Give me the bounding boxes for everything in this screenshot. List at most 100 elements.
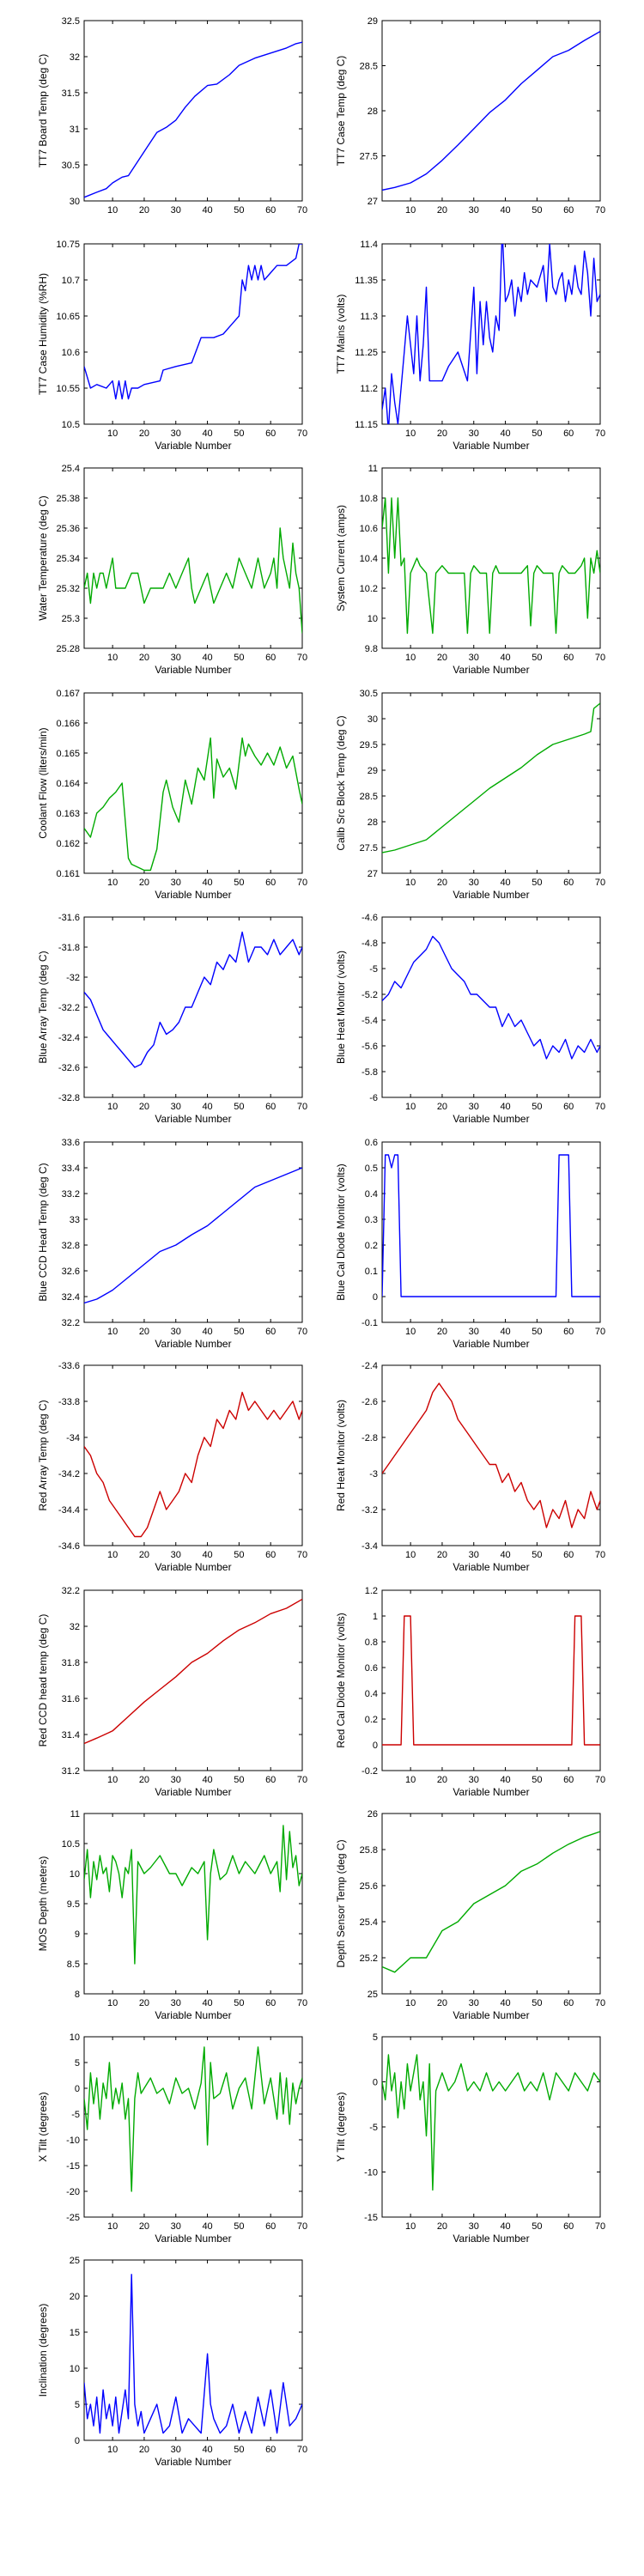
y-axis-label: Inclination (degrees) — [37, 2304, 49, 2397]
y-tick-label: -5 — [369, 964, 378, 975]
y-tick-label: -3.2 — [361, 1505, 378, 1516]
x-tick-label: 30 — [469, 205, 479, 216]
y-tick-label: -0.1 — [361, 1318, 378, 1328]
y-tick-label: 32.2 — [62, 1318, 80, 1328]
x-tick-label: 50 — [532, 653, 542, 663]
y-tick-label: 32.5 — [62, 16, 80, 27]
x-axis-label: Variable Number — [155, 889, 231, 901]
y-tick-label: 0.4 — [365, 1689, 378, 1699]
chart-panel-3: 10 20 30 40 50 60 70 10.5 10.55 10.6 10.65 10.7 10.7… — [37, 240, 307, 452]
y-tick-label: 27.5 — [360, 843, 378, 854]
y-tick-label: 10.65 — [56, 312, 80, 322]
y-tick-label: 0 — [373, 1741, 378, 1751]
y-tick-label: 0.2 — [365, 1715, 378, 1725]
plot-frame — [381, 1589, 601, 1771]
x-tick-label: 10 — [107, 1327, 118, 1337]
x-tick-label: 30 — [469, 1550, 479, 1560]
x-tick-label: 30 — [171, 1775, 181, 1785]
x-tick-label: 20 — [437, 878, 447, 888]
x-tick-label: 70 — [297, 1550, 307, 1560]
x-tick-label: 60 — [563, 1102, 574, 1112]
x-tick-label: 50 — [234, 2445, 244, 2455]
y-tick-label: 9.5 — [67, 1899, 80, 1910]
y-tick-label: 25.2 — [360, 1953, 378, 1964]
chart-panel-8: 10 20 30 40 50 60 70 27 27.5 28 28.5 29 29.5 30 30.5 Va… — [335, 689, 605, 901]
x-axis-label: Variable Number — [453, 440, 529, 452]
plot-frame — [83, 1589, 303, 1771]
x-tick-label: 40 — [202, 878, 212, 888]
x-tick-label: 30 — [469, 653, 479, 663]
y-axis-label: Red CCD head temp (deg C) — [37, 1614, 49, 1747]
chart-panel-1: 10 20 30 40 50 60 70 30 30.5 31 31.5 32 32.5 TT7 Boar… — [37, 16, 307, 216]
x-tick-label: 70 — [297, 1998, 307, 2008]
x-tick-label: 30 — [171, 1550, 181, 1560]
y-axis-label: TT7 Board Temp (deg C) — [37, 54, 49, 168]
x-tick-label: 40 — [202, 2445, 212, 2455]
x-tick-label: 50 — [532, 1102, 542, 1112]
y-axis-label: Y Tilt (degrees) — [335, 2092, 347, 2161]
x-tick-label: 50 — [234, 1327, 244, 1337]
x-tick-label: 60 — [265, 1775, 276, 1785]
x-axis-label: Variable Number — [155, 2009, 231, 2021]
y-tick-label: 0.5 — [365, 1163, 378, 1174]
x-tick-label: 10 — [107, 428, 118, 439]
x-tick-label: 50 — [234, 1775, 244, 1785]
y-tick-label: -32 — [66, 973, 80, 983]
x-tick-label: 10 — [107, 1998, 118, 2008]
series-line — [382, 1831, 600, 1973]
y-tick-label: 10.75 — [56, 240, 80, 250]
x-tick-label: 60 — [563, 1998, 574, 2008]
y-tick-label: -5.2 — [361, 990, 378, 1000]
x-tick-label: 40 — [500, 1998, 510, 2008]
x-tick-label: 10 — [107, 2445, 118, 2455]
x-tick-label: 70 — [595, 1327, 605, 1337]
series-line — [382, 1154, 600, 1297]
y-tick-label: 10 — [368, 614, 378, 624]
x-tick-label: 60 — [563, 1550, 574, 1560]
x-tick-label: 30 — [171, 2221, 181, 2232]
x-tick-label: 50 — [532, 878, 542, 888]
x-tick-label: 20 — [139, 1998, 149, 2008]
x-tick-label: 30 — [469, 878, 479, 888]
chart-panel-6: 10 20 30 40 50 60 70 9.8 10 10.2 10.4 10.6 10.8 11 Var… — [335, 464, 605, 676]
x-axis-label: Variable Number — [453, 2233, 529, 2245]
x-tick-label: 40 — [500, 1775, 510, 1785]
x-axis-label: Variable Number — [453, 664, 529, 676]
y-tick-label: -5.4 — [361, 1016, 378, 1026]
y-tick-label: 1 — [373, 1612, 378, 1622]
y-tick-label: -33.8 — [58, 1397, 80, 1407]
x-axis-label: Variable Number — [155, 2233, 231, 2245]
y-axis-label: TT7 Case Temp (deg C) — [335, 56, 347, 167]
x-tick-label: 30 — [171, 428, 181, 439]
x-tick-label: 30 — [171, 1102, 181, 1112]
series-line — [382, 1382, 600, 1528]
series-line — [382, 935, 600, 1060]
y-tick-label: -34.4 — [58, 1505, 80, 1516]
y-tick-label: 30 — [368, 714, 378, 725]
plot-frame — [83, 1813, 303, 1995]
x-tick-label: 70 — [595, 1550, 605, 1560]
plot-frame — [381, 467, 601, 649]
y-axis-label: Blue Heat Monitor (volts) — [335, 951, 347, 1064]
y-axis-label: Depth Sensor Temp (deg C) — [335, 1839, 347, 1967]
x-tick-label: 20 — [139, 878, 149, 888]
y-tick-label: -33.6 — [58, 1361, 80, 1371]
chart-panel-18: 10 20 30 40 50 60 70 25 25.2 25.4 25.6 25.8 26 Variab… — [335, 1809, 605, 2021]
y-tick-label: -2.4 — [361, 1361, 378, 1371]
chart-panel-10: 10 20 30 40 50 60 70 -6 -5.8 -5.6 -5.4 -5.2 -5 -4.8 -4… — [335, 913, 605, 1125]
y-axis-label: Red Cal Diode Monitor (volts) — [335, 1613, 347, 1747]
y-tick-label: 10.5 — [62, 1839, 80, 1850]
x-tick-label: 20 — [139, 1775, 149, 1785]
plot-frame — [83, 916, 303, 1098]
y-tick-label: 25 — [70, 2256, 80, 2266]
x-tick-label: 40 — [500, 428, 510, 439]
x-tick-label: 20 — [437, 428, 447, 439]
y-tick-label: 25.36 — [56, 524, 80, 534]
series-line — [84, 2046, 302, 2192]
x-tick-label: 10 — [405, 1550, 416, 1560]
y-tick-label: 11.2 — [360, 384, 378, 394]
plot-frame — [381, 1364, 601, 1546]
plot-frame — [83, 692, 303, 874]
y-tick-label: 29 — [368, 16, 378, 27]
x-tick-label: 60 — [265, 1102, 276, 1112]
